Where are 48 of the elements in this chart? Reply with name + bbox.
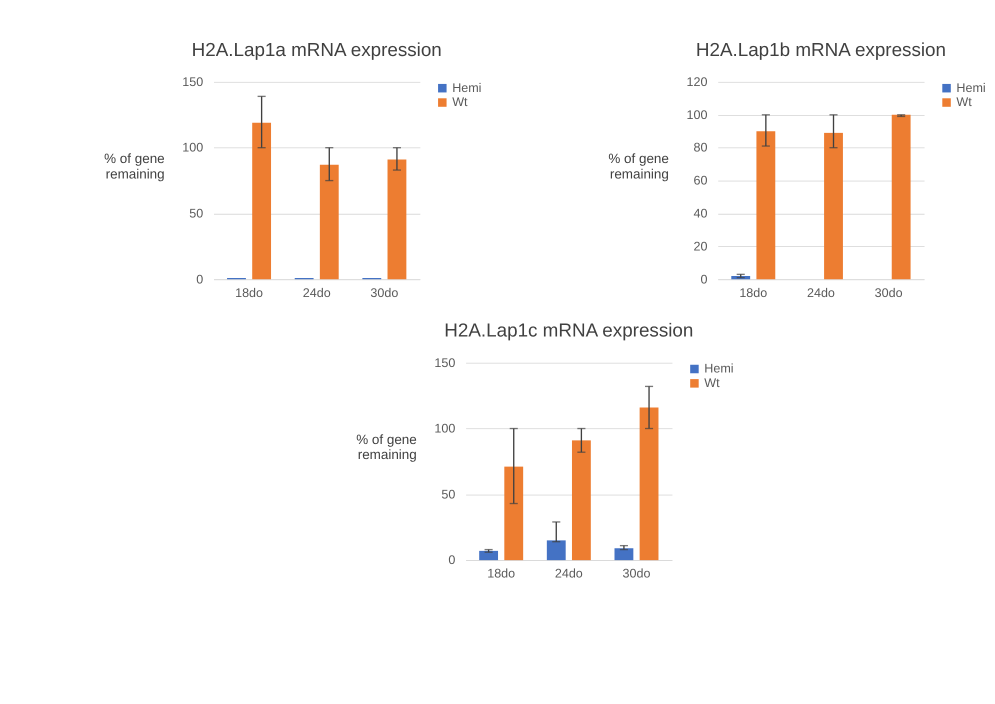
bar bbox=[640, 407, 658, 560]
chart-title: H2A.Lap1a mRNA expression bbox=[192, 38, 442, 60]
y-tick-label: 40 bbox=[693, 206, 708, 221]
x-tick-label: 24do bbox=[806, 286, 835, 300]
legend-label: Wt bbox=[452, 95, 468, 110]
bar bbox=[546, 540, 566, 560]
y-tick-label: 150 bbox=[182, 74, 204, 89]
legend-label: Hemi bbox=[956, 80, 986, 95]
y-axis-title: % of gene remaining bbox=[356, 432, 417, 462]
y-tick-label: 0 bbox=[196, 272, 204, 286]
x-tick-label: 30do bbox=[370, 286, 398, 300]
chart-title: H2A.Lap1c mRNA expression bbox=[444, 320, 694, 341]
y-axis-title: % of gene remaining bbox=[608, 151, 669, 182]
bar bbox=[252, 122, 272, 280]
bar bbox=[614, 548, 634, 560]
y-tick-label: 50 bbox=[441, 487, 456, 502]
y-tick-label: 150 bbox=[434, 356, 456, 370]
y-tick-label: 0 bbox=[700, 272, 708, 286]
legend-label: Hemi bbox=[452, 80, 482, 95]
y-axis-title: % of gene remaining bbox=[104, 151, 165, 182]
x-tick-label: 30do bbox=[874, 286, 903, 300]
x-tick-label: 24do bbox=[554, 566, 583, 581]
y-tick-label: 0 bbox=[448, 553, 456, 568]
y-tick-label: 80 bbox=[693, 140, 708, 155]
legend-label: Wt bbox=[956, 95, 972, 110]
x-tick-label: 24do bbox=[302, 286, 331, 300]
y-tick-label: 100 bbox=[686, 108, 708, 122]
y-tick-label: 100 bbox=[434, 422, 456, 436]
bar bbox=[388, 160, 406, 280]
y-tick-label: 100 bbox=[182, 140, 204, 155]
y-tick-label: 50 bbox=[189, 206, 204, 221]
x-tick-label: 18do bbox=[487, 566, 516, 581]
y-tick-label: 60 bbox=[693, 174, 708, 188]
bar bbox=[756, 131, 776, 280]
y-tick-label: 20 bbox=[693, 239, 708, 254]
bar bbox=[479, 550, 498, 560]
bar bbox=[572, 440, 591, 560]
bar bbox=[504, 466, 524, 560]
x-tick-label: 30do bbox=[622, 566, 650, 581]
legend-label: Wt bbox=[704, 376, 720, 390]
y-tick-label: 120 bbox=[686, 74, 708, 89]
chart-title: H2A.Lap1b mRNA expression bbox=[696, 38, 946, 60]
bar bbox=[892, 114, 911, 280]
x-tick-label: 18do bbox=[235, 286, 264, 300]
x-tick-label: 18do bbox=[739, 286, 768, 300]
legend-label: Hemi bbox=[704, 362, 734, 376]
bar bbox=[824, 132, 843, 280]
bar bbox=[320, 164, 339, 280]
